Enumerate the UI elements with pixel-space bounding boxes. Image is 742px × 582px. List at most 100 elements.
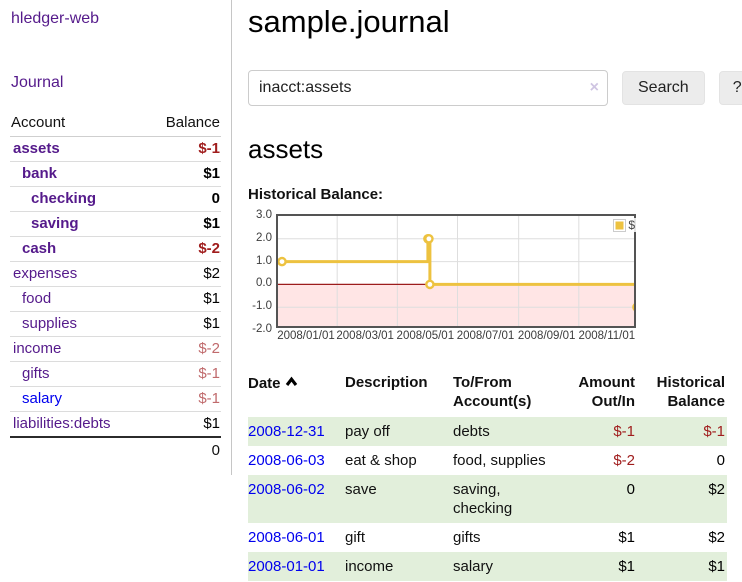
account-row: liabilities:debts $1 <box>10 411 221 438</box>
search-input[interactable] <box>248 70 608 106</box>
sidebar-item-journal[interactable]: Journal <box>11 74 64 91</box>
transaction-balance: $1 <box>637 552 727 581</box>
account-row: saving $1 <box>10 211 221 237</box>
account-row: salary $-1 <box>10 386 221 412</box>
transaction-row: 2008-01-01 income salary $1 $1 <box>248 552 727 581</box>
x-tick-label: 2008/11/01 <box>578 330 636 342</box>
historical-balance-chart: 3.0 2.0 1.0 0.0 -1.0 -2.0 $ 2008/01/01 2008/03… <box>248 209 640 346</box>
accounts-table: Account Balance assets $-1 bank $1 checking 0… <box>10 111 221 461</box>
transaction-date-link[interactable]: 2008-06-01 <box>248 529 325 546</box>
y-tick-label: 3.0 <box>256 209 272 221</box>
transaction-row: 2008-12-31 pay off debts $-1 $-1 <box>248 417 727 446</box>
transaction-description: gift <box>345 529 366 546</box>
account-link-bank[interactable]: bank <box>22 165 58 182</box>
chart-canvas <box>276 214 636 328</box>
y-tick-label: 0.0 <box>256 277 272 290</box>
column-header-accounts: To/From Account(s) <box>453 374 532 410</box>
transaction-row: 2008-06-03 eat & shop food, supplies $-2 0 <box>248 446 727 475</box>
x-tick-label: 2008/05/01 <box>396 330 455 342</box>
chart-y-axis-labels: 3.0 2.0 1.0 0.0 -1.0 -2.0 <box>248 209 272 335</box>
transactions-header-row: Date Description To/From Account(s) Amou… <box>248 371 727 417</box>
y-tick-label: 2.0 <box>256 231 272 244</box>
clear-search-icon[interactable]: × <box>589 79 599 96</box>
legend-series-label: $ <box>628 218 635 232</box>
transaction-balance: $2 <box>637 475 727 523</box>
accounts-header-row: Account Balance <box>10 111 221 137</box>
account-link-saving[interactable]: saving <box>31 215 79 232</box>
account-link-expenses[interactable]: expenses <box>13 265 78 282</box>
transaction-date-link[interactable]: 2008-01-01 <box>248 558 325 575</box>
account-link-supplies[interactable]: supplies <box>22 315 78 332</box>
account-balance: $-2 <box>145 336 221 362</box>
account-balance: $-1 <box>145 136 221 162</box>
x-tick-label: 2008/07/01 <box>456 330 515 342</box>
account-balance: $1 <box>145 211 221 237</box>
account-link-gifts[interactable]: gifts <box>22 365 50 382</box>
y-tick-label: 1.0 <box>256 254 272 267</box>
account-link-assets[interactable]: assets <box>13 140 60 157</box>
transaction-row: 2008-06-01 gift gifts $1 $2 <box>248 523 727 552</box>
account-link-checking[interactable]: checking <box>31 190 97 207</box>
transaction-description: eat & shop <box>345 452 417 469</box>
transaction-accounts: debts <box>453 417 557 446</box>
sort-ascending-icon <box>285 373 298 392</box>
transaction-amount: 0 <box>557 475 637 523</box>
chart-legend: $ <box>612 218 636 232</box>
account-link-cash[interactable]: cash <box>22 240 57 257</box>
account-row: checking 0 <box>10 186 221 212</box>
column-header-amount: Amount Out/In <box>578 374 635 410</box>
account-row: income $-2 <box>10 336 221 362</box>
account-page-title: assets <box>248 134 324 164</box>
chart-title: Historical Balance: <box>248 186 384 203</box>
transaction-accounts: saving, checking <box>453 475 557 523</box>
y-tick-label: -2.0 <box>252 323 272 335</box>
main-content: sample.journal × Search ? assets Histori… <box>232 0 742 582</box>
account-row: expenses $2 <box>10 261 221 287</box>
accounts-total-row: 0 <box>10 436 221 461</box>
legend-swatch-icon <box>613 218 627 232</box>
transaction-amount: $1 <box>618 529 635 546</box>
column-header-date[interactable]: Date <box>248 371 345 417</box>
transactions-body: 2008-12-31 pay off debts $-1 $-1 2008-06-03 ea… <box>248 417 727 581</box>
account-row: food $1 <box>10 286 221 312</box>
column-header-description: Description <box>345 374 428 391</box>
transaction-balance: $-1 <box>637 417 727 446</box>
transaction-amount: $1 <box>557 552 637 581</box>
account-balance: $-1 <box>145 361 221 387</box>
accounts-header-account: Account <box>10 111 146 137</box>
chart-plot-area: 3.0 2.0 1.0 0.0 -1.0 -2.0 $ <box>252 209 640 335</box>
chart-x-axis-labels: 2008/01/01 2008/03/01 2008/05/01 2008/07/01… <box>276 330 640 346</box>
transaction-amount: $-2 <box>613 452 635 469</box>
transaction-accounts: salary <box>453 552 557 581</box>
search-form: × Search ? <box>248 70 742 106</box>
transaction-date-link[interactable]: 2008-06-02 <box>248 481 325 498</box>
help-button[interactable]: ? <box>718 71 742 105</box>
app-title-link[interactable]: hledger-web <box>11 10 100 27</box>
search-button[interactable]: Search <box>622 71 705 105</box>
transaction-description: income <box>345 552 453 581</box>
account-balance: $-2 <box>145 236 221 262</box>
accounts-body: assets $-1 bank $1 checking 0 saving $1 cash $-2 e… <box>10 136 221 438</box>
x-tick-label: 2008/03/01 <box>336 330 394 342</box>
x-tick-label: 2008/09/01 <box>517 330 576 342</box>
account-balance: $2 <box>145 261 221 287</box>
account-row: cash $-2 <box>10 236 221 262</box>
accounts-total-balance: 0 <box>145 436 221 461</box>
transaction-date-link[interactable]: 2008-06-03 <box>248 452 325 469</box>
transaction-amount: $-1 <box>557 417 637 446</box>
account-balance: $1 <box>145 311 221 337</box>
transaction-balance: $2 <box>708 529 725 546</box>
account-row: assets $-1 <box>10 136 221 162</box>
sidebar: hledger-web Journal Account Balance asse… <box>0 0 232 475</box>
accounts-header-balance: Balance <box>145 111 221 137</box>
account-link-food[interactable]: food <box>22 290 52 307</box>
account-link-income[interactable]: income <box>13 340 62 357</box>
account-link-salary[interactable]: salary <box>22 390 63 407</box>
transaction-accounts: food, supplies <box>453 452 546 469</box>
account-balance: 0 <box>145 186 221 212</box>
account-balance: $1 <box>145 286 221 312</box>
x-tick-label: 2008/01/01 <box>277 330 335 342</box>
transaction-balance: 0 <box>716 452 725 469</box>
account-link-liabilities-debts[interactable]: liabilities:debts <box>13 415 111 432</box>
transaction-date-link[interactable]: 2008-12-31 <box>248 423 325 440</box>
